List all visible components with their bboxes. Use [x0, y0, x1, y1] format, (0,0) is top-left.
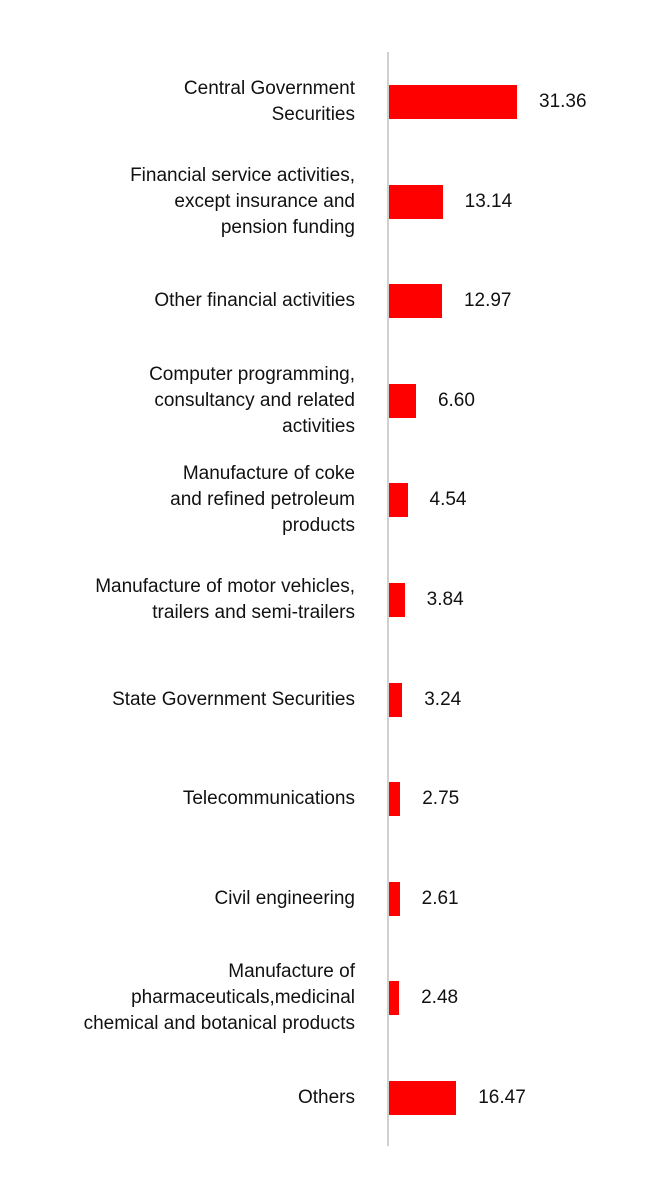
value-label: 31.36 [539, 91, 587, 112]
category-label: Telecommunications [182, 788, 355, 810]
bar [389, 583, 405, 617]
value-label: 4.54 [429, 489, 467, 511]
value-label: 3.24 [424, 688, 462, 710]
value-label: 16.47 [478, 1087, 526, 1108]
value-label: 2.61 [421, 887, 459, 909]
category-axis-line [387, 52, 389, 1146]
bar [389, 981, 400, 1016]
bar [389, 682, 403, 717]
category-label: Other financial activities [154, 290, 355, 312]
value-label: 3.84 [426, 589, 464, 610]
bar [389, 782, 401, 817]
bar [389, 85, 517, 119]
bar [389, 184, 443, 219]
category-label: Manufacture of pharmaceuticals,medicinal… [83, 961, 355, 1035]
category-label: Others [297, 1087, 355, 1108]
bar [389, 1081, 457, 1115]
value-label: 12.97 [463, 290, 512, 312]
bar [389, 284, 442, 319]
category-label: Financial service activities, except ins… [130, 164, 355, 238]
bar [389, 483, 408, 518]
category-label: Civil engineering [214, 887, 355, 909]
category-label: Computer programming, consultancy and re… [149, 363, 355, 437]
category-label: Manufacture of coke and refined petroleu… [170, 463, 355, 537]
value-label: 13.14 [464, 190, 513, 212]
category-label: Manufacture of motor vehicles, trailers … [95, 576, 355, 623]
category-label: State Government Securities [112, 688, 355, 710]
bar [389, 881, 400, 916]
value-label: 2.75 [422, 788, 460, 810]
category-label: Central Government Securities [183, 78, 355, 125]
value-label: 2.48 [421, 987, 459, 1009]
value-label: 6.60 [437, 389, 475, 411]
bar [389, 383, 416, 418]
